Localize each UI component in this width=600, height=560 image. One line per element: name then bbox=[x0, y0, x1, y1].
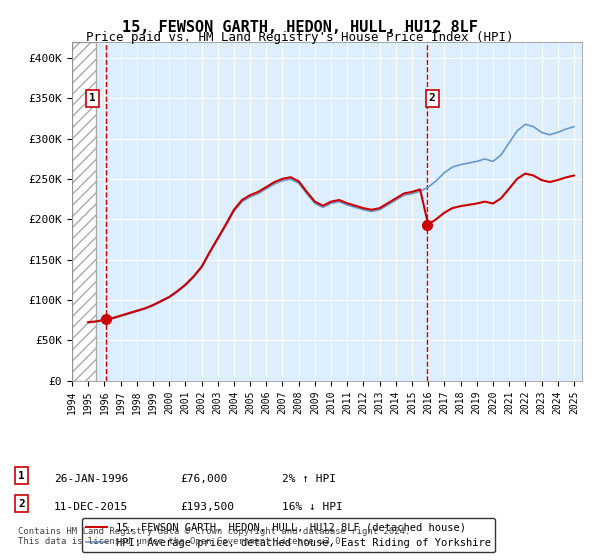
Text: 15, FEWSON GARTH, HEDON, HULL, HU12 8LF: 15, FEWSON GARTH, HEDON, HULL, HU12 8LF bbox=[122, 20, 478, 35]
15, FEWSON GARTH, HEDON, HULL, HU12 8LF (detached house) bbox=[376, 205, 383, 212]
Line: HPI: Average price, detached house, East Riding of Yorkshire: HPI: Average price, detached house, East… bbox=[88, 124, 574, 323]
Line: 15, FEWSON GARTH, HEDON, HULL, HU12 8LF (detached house): 15, FEWSON GARTH, HEDON, HULL, HU12 8LF … bbox=[88, 174, 574, 322]
Text: £193,500: £193,500 bbox=[180, 502, 234, 512]
15, FEWSON GARTH, HEDON, HULL, HU12 8LF (detached house) bbox=[344, 200, 351, 207]
15, FEWSON GARTH, HEDON, HULL, HU12 8LF (detached house) bbox=[85, 319, 92, 325]
Text: 2% ↑ HPI: 2% ↑ HPI bbox=[282, 474, 336, 484]
Text: Price paid vs. HM Land Registry's House Price Index (HPI): Price paid vs. HM Land Registry's House … bbox=[86, 31, 514, 44]
Bar bbox=[72, 42, 96, 381]
Legend: 15, FEWSON GARTH, HEDON, HULL, HU12 8LF (detached house), HPI: Average price, de: 15, FEWSON GARTH, HEDON, HULL, HU12 8LF … bbox=[82, 518, 495, 552]
Text: 2: 2 bbox=[18, 499, 25, 509]
Text: 26-JAN-1996: 26-JAN-1996 bbox=[54, 474, 128, 484]
Text: 1: 1 bbox=[89, 94, 96, 104]
HPI: Average price, detached house, East Riding of Yorkshire: (2.02e+03, 3.15e+05): Average price, detached house, East Ridi… bbox=[571, 123, 578, 130]
15, FEWSON GARTH, HEDON, HULL, HU12 8LF (detached house) bbox=[254, 189, 262, 195]
15, FEWSON GARTH, HEDON, HULL, HU12 8LF (detached house) bbox=[198, 263, 205, 270]
15, FEWSON GARTH, HEDON, HULL, HU12 8LF (detached house) bbox=[182, 281, 189, 288]
Text: 2: 2 bbox=[429, 94, 436, 104]
HPI: Average price, detached house, East Riding of Yorkshire: (2e+03, 1.18e+05): Average price, detached house, East Ridi… bbox=[182, 282, 189, 289]
Text: 1: 1 bbox=[18, 471, 25, 481]
15, FEWSON GARTH, HEDON, HULL, HU12 8LF (detached house) bbox=[506, 185, 513, 192]
HPI: Average price, detached house, East Riding of Yorkshire: (2.02e+03, 3.18e+05): Average price, detached house, East Ridi… bbox=[522, 121, 529, 128]
Text: Contains HM Land Registry data © Crown copyright and database right 2024.
This d: Contains HM Land Registry data © Crown c… bbox=[18, 526, 410, 546]
HPI: Average price, detached house, East Riding of Yorkshire: (2e+03, 1.4e+05): Average price, detached house, East Ridi… bbox=[198, 264, 205, 271]
Text: 16% ↓ HPI: 16% ↓ HPI bbox=[282, 502, 343, 512]
HPI: Average price, detached house, East Riding of Yorkshire: (2.02e+03, 2.95e+05): Average price, detached house, East Ridi… bbox=[506, 139, 513, 146]
HPI: Average price, detached house, East Riding of Yorkshire: (2e+03, 7.2e+04): Average price, detached house, East Ridi… bbox=[85, 319, 92, 326]
HPI: Average price, detached house, East Riding of Yorkshire: (2.01e+03, 2.12e+05): Average price, detached house, East Ridi… bbox=[376, 207, 383, 213]
HPI: Average price, detached house, East Riding of Yorkshire: (2.01e+03, 2.18e+05): Average price, detached house, East Ridi… bbox=[344, 202, 351, 208]
15, FEWSON GARTH, HEDON, HULL, HU12 8LF (detached house) bbox=[571, 172, 578, 179]
Text: 11-DEC-2015: 11-DEC-2015 bbox=[54, 502, 128, 512]
15, FEWSON GARTH, HEDON, HULL, HU12 8LF (detached house) bbox=[522, 170, 529, 177]
HPI: Average price, detached house, East Riding of Yorkshire: (2.01e+03, 2.32e+05): Average price, detached house, East Ridi… bbox=[254, 190, 262, 197]
Text: £76,000: £76,000 bbox=[180, 474, 227, 484]
